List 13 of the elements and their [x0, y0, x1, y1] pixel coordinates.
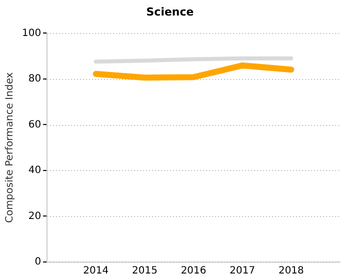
y-tick-label: 40: [28, 165, 42, 176]
chart-title: Science: [146, 5, 194, 18]
x-tick-label: 2016: [180, 266, 206, 277]
x-tick-label: 2015: [132, 266, 158, 277]
x-tick-label: 2017: [230, 266, 256, 277]
y-tick-label: 20: [28, 210, 42, 222]
x-tick-label: 2018: [278, 266, 304, 277]
x-tick-label: 2014: [83, 266, 109, 277]
y-axis-title: Composite Performance Index: [4, 72, 16, 223]
y-tick-label: 80: [28, 74, 42, 85]
y-tick-label: 60: [28, 119, 42, 130]
y-tick-label: 0: [34, 256, 42, 268]
y-tick-label: 100: [22, 28, 42, 39]
